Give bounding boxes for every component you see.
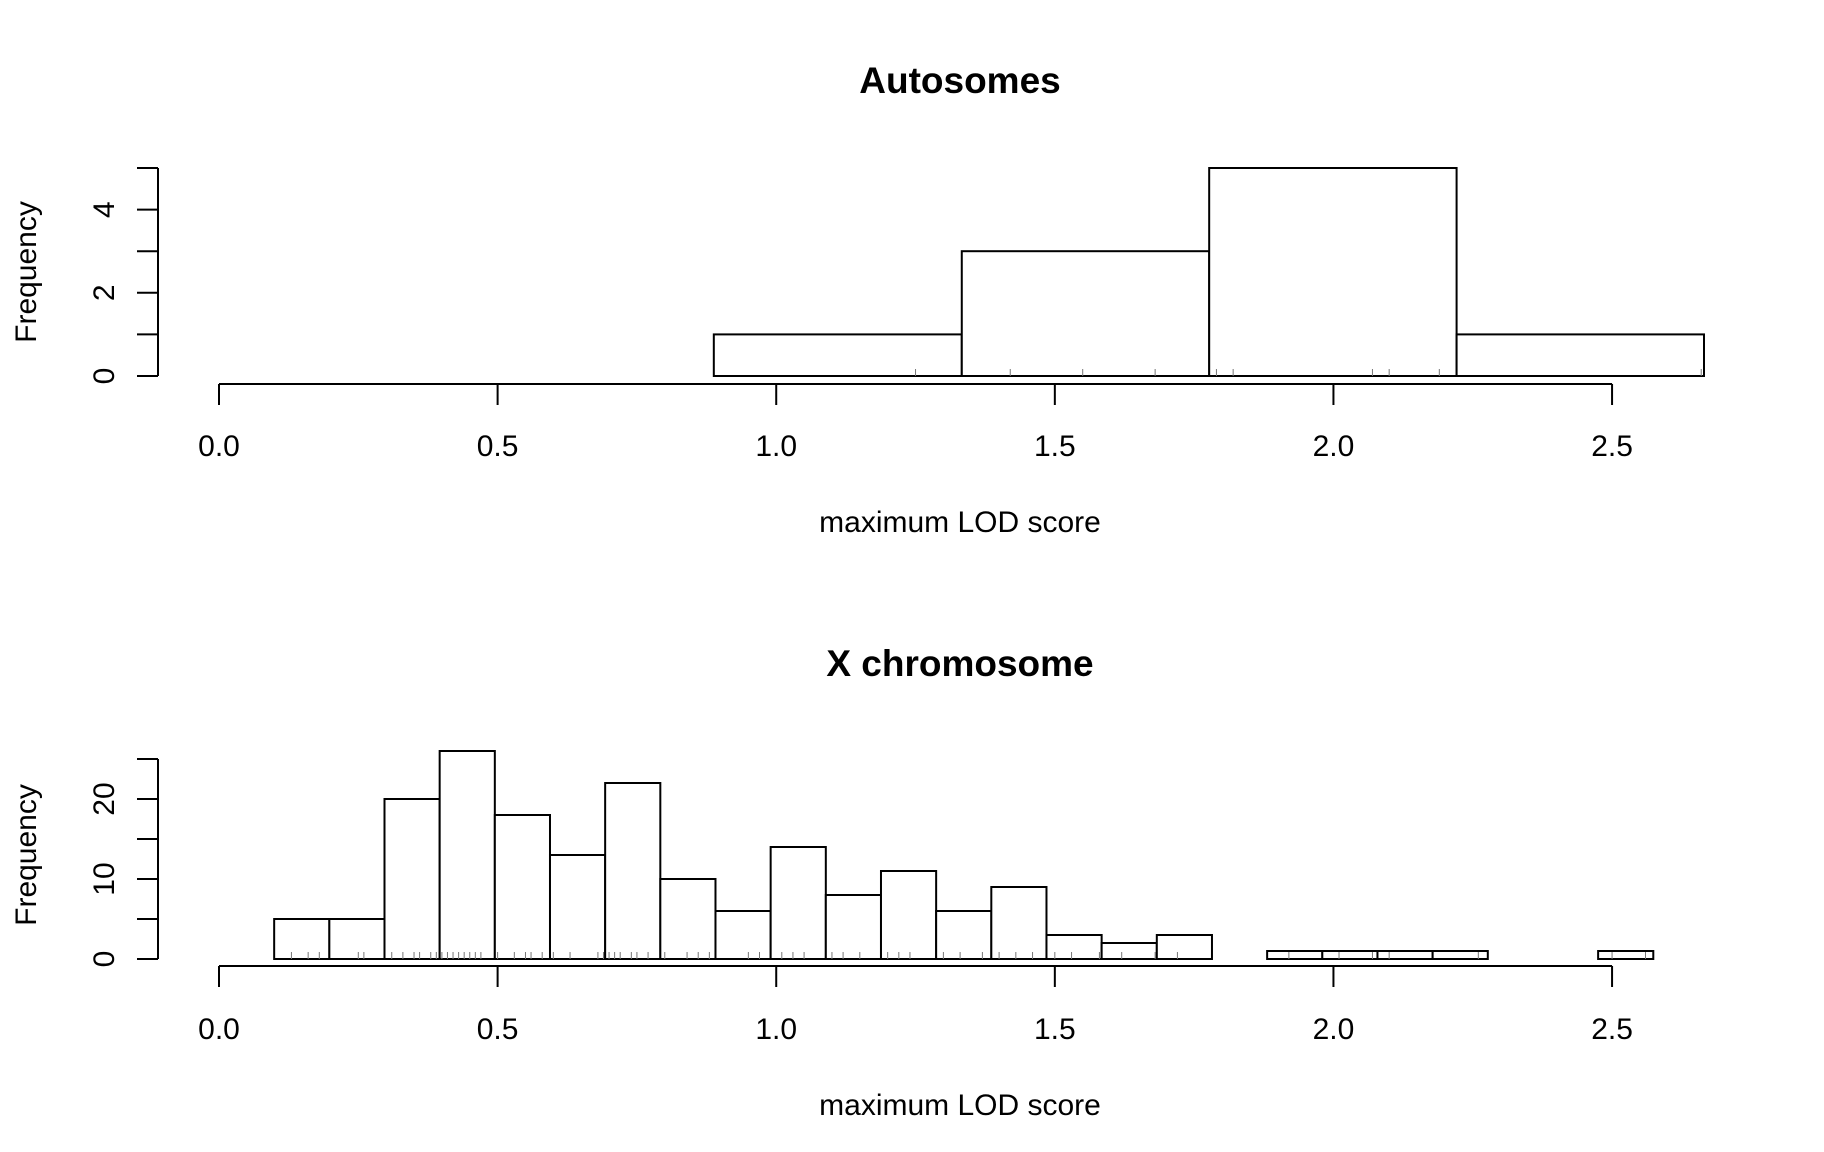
histogram-bar [1597,950,1655,960]
histogram-bar [712,333,963,377]
x-tick-label: 0.0 [198,430,240,463]
x-tick-label: 2.0 [1313,1013,1355,1046]
x-tick-label: 1.0 [755,1013,797,1046]
histogram-bars [273,750,1655,960]
chart-title: Autosomes [859,60,1060,101]
x-axis: 0.0 0.5 1.0 1.5 2.0 2.5 [198,965,1633,1046]
y-tick-label: 20 [88,782,121,815]
x-axis-label: maximum LOD score [819,1089,1101,1122]
histogram-bar [1376,950,1434,960]
x-tick-label: 1.5 [1034,430,1076,463]
histogram-bar [1208,167,1458,377]
histogram-bar [769,846,827,960]
y-tick-label: 4 [88,201,121,218]
histogram-bar [1266,950,1324,960]
y-axis-label: Frequency [10,784,43,926]
histogram-bar [548,854,607,960]
histogram-bar [659,878,717,960]
histogram-bar [273,918,331,960]
x-tick-label: 2.5 [1591,1013,1633,1046]
x-tick-label: 2.5 [1591,430,1633,463]
histogram-bar [714,910,772,960]
histogram-bar [1321,950,1379,960]
x-axis: 0.0 0.5 1.0 1.5 2.0 2.5 [198,383,1633,463]
y-tick-label: 10 [88,862,121,895]
x-tick-label: 1.5 [1034,1013,1076,1046]
x-tick-label: 0.0 [198,1013,240,1046]
y-tick-label: 0 [88,951,121,968]
histogram-bar [960,250,1211,377]
histogram-bar [438,750,496,960]
x-tick-label: 1.0 [755,430,797,463]
histogram-bar [1100,942,1158,960]
histogram-bar [935,910,993,960]
y-axis-label: Frequency [10,201,43,343]
autosomes-panel: Autosomes Frequency maximum LOD score 0 2… [10,60,1706,539]
y-tick-label: 0 [88,368,121,385]
histogram-bar [824,894,882,960]
y-axis: 0 2 4 [88,167,159,385]
histogram-bar [879,870,938,960]
y-axis: 0 10 20 [88,758,159,968]
histogram-bar [328,918,386,960]
histogram-bar [1455,333,1706,377]
x-tick-label: 2.0 [1313,430,1355,463]
histogram-bar [1045,934,1103,960]
chart-title: X chromosome [826,643,1093,684]
y-tick-label: 2 [88,284,121,301]
histogram-bar [1431,950,1489,960]
histogram-bars [712,167,1706,377]
x-tick-label: 0.5 [477,1013,519,1046]
histogram-bar [604,782,662,960]
histogram-bar [383,798,441,960]
histogram-bar [1155,934,1213,960]
histogram-bar [493,814,551,960]
x-axis-label: maximum LOD score [819,506,1101,539]
x-tick-label: 0.5 [477,430,519,463]
rug-marks [290,952,1646,959]
histogram-bar [990,886,1048,960]
rug-marks [915,369,1702,376]
x-chromosome-panel: X chromosome Frequency maximum LOD score… [10,643,1655,1122]
